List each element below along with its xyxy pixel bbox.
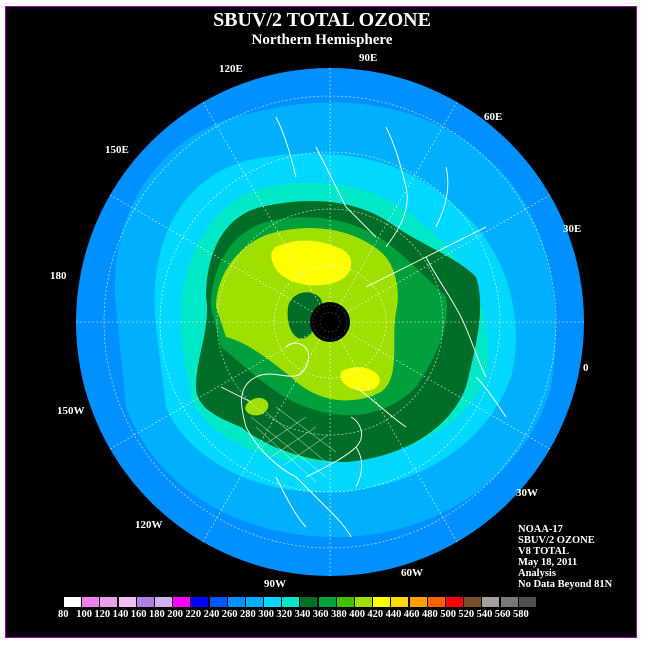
info-type: Analysis	[518, 568, 556, 579]
colorbar-label: 500	[440, 609, 456, 620]
colorbar-swatch	[427, 597, 445, 607]
colorbar-label: 240	[203, 609, 220, 620]
label-30w: 30W	[516, 487, 538, 499]
colorbar-swatch	[391, 597, 409, 607]
ozone-map	[76, 68, 584, 576]
colorbar-swatch	[118, 597, 136, 607]
colorbar-swatch	[336, 597, 354, 607]
colorbar-swatch	[282, 597, 300, 607]
ozone-band-420	[271, 240, 352, 286]
colorbar-swatch	[245, 597, 263, 607]
info-block: NOAA-17 SBUV/2 OZONE V8 TOTAL May 18, 20…	[518, 524, 612, 590]
colorbar-swatch	[64, 597, 81, 607]
colorbar-label: 440	[385, 609, 402, 620]
colorbar-label: 400	[349, 609, 365, 620]
colorbar-swatch	[518, 597, 536, 607]
colorbar-label: 520	[458, 609, 475, 620]
colorbar-label: 300	[258, 609, 274, 620]
colorbar-label: 220	[185, 609, 202, 620]
colorbar-swatch	[173, 597, 191, 607]
colorbar-swatch	[136, 597, 154, 607]
label-60e: 60E	[484, 111, 503, 123]
colorbar-swatch	[355, 597, 372, 607]
colorbar-label: 260	[221, 609, 238, 620]
info-satellite: NOAA-17	[518, 524, 563, 535]
map-title: SBUV/2 TOTAL OZONE	[213, 9, 431, 31]
info-product: SBUV/2 OZONE	[518, 535, 595, 546]
colorbar-label: 160	[130, 609, 147, 620]
colorbar-labels: 80 100 120 140 160 180 200 220 240 260 280 300 320 34…	[58, 609, 598, 623]
label-0: 0	[583, 362, 589, 374]
colorbar-swatch	[191, 597, 209, 607]
colorbar-label: 360	[312, 609, 329, 620]
colorbar-swatch	[409, 597, 427, 607]
info-date: May 18, 2011	[518, 557, 578, 568]
colorbar-label: 420	[367, 609, 384, 620]
colorbar-swatch	[500, 597, 518, 607]
label-120e: 120E	[219, 63, 243, 75]
colorbar-label: 280	[240, 609, 256, 620]
colorbar-label: 460	[403, 609, 420, 620]
colorbar-label: 180	[149, 609, 165, 620]
colorbar-label: 340	[294, 609, 311, 620]
info-version: V8 TOTAL	[518, 546, 570, 557]
label-180: 180	[50, 270, 67, 282]
colorbar-label: 580	[513, 609, 529, 620]
no-data-pole-disk	[310, 302, 350, 342]
ozone-band-380-b	[245, 397, 269, 416]
colorbar-label: 140	[112, 609, 129, 620]
label-90e: 90E	[359, 52, 378, 64]
label-30e: 30E	[563, 223, 582, 235]
label-120w: 120W	[135, 519, 163, 531]
colorbar-label: 200	[167, 609, 183, 620]
map-subtitle: Northern Hemisphere	[251, 32, 393, 48]
colorbar-swatch	[82, 597, 100, 607]
colorbar-swatch	[300, 597, 318, 607]
colorbar-swatch	[100, 597, 118, 607]
label-90w: 90W	[264, 578, 286, 590]
colorbar	[64, 597, 537, 608]
colorbar-label: 100	[76, 609, 92, 620]
colorbar-swatch	[209, 597, 227, 607]
colorbar-label: 80	[58, 609, 69, 620]
colorbar-label: 380	[331, 609, 347, 620]
colorbar-swatch	[318, 597, 336, 607]
label-150w: 150W	[57, 405, 85, 417]
colorbar-swatch	[482, 597, 500, 607]
label-60w: 60W	[401, 567, 423, 579]
map-frame: SBUV/2 TOTAL OZONE Northern Hemisphere 9…	[5, 6, 637, 638]
colorbar-label: 120	[94, 609, 111, 620]
ozone-band-420-b	[340, 367, 380, 392]
info-note: No Data Beyond 81N	[518, 579, 613, 590]
colorbar-label: 320	[276, 609, 293, 620]
colorbar-swatch	[154, 597, 172, 607]
colorbar-swatch	[445, 597, 463, 607]
colorbar-swatch	[264, 597, 282, 607]
colorbar-label: 560	[494, 609, 511, 620]
colorbar-label: 480	[422, 609, 438, 620]
colorbar-swatch	[373, 597, 391, 607]
colorbar-swatch	[227, 597, 245, 607]
colorbar-swatch	[464, 597, 482, 607]
label-150e: 150E	[105, 144, 129, 156]
colorbar-label: 540	[476, 609, 493, 620]
